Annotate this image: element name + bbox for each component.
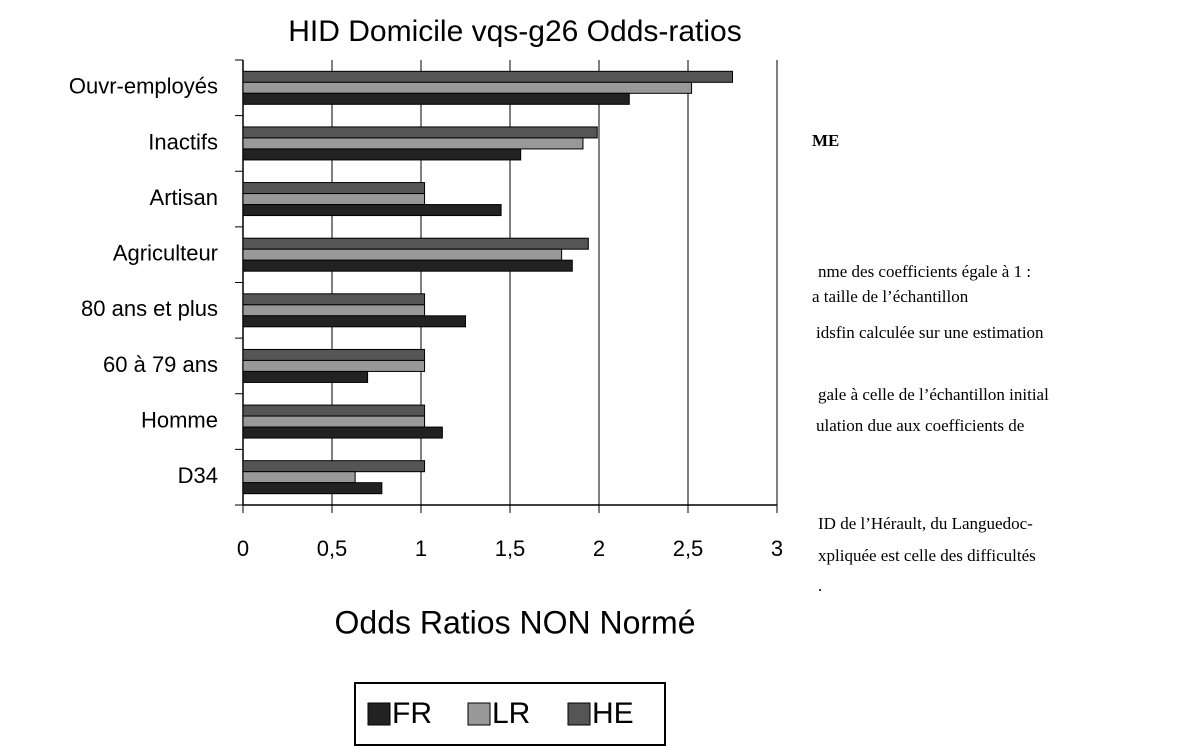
x-tick-label: 0,5 bbox=[317, 536, 348, 561]
x-tick-label: 2 bbox=[593, 536, 605, 561]
bar bbox=[242, 259, 573, 272]
legend-swatch bbox=[467, 702, 491, 726]
document-text: a taille de l’échantillon bbox=[812, 287, 969, 306]
bar bbox=[242, 148, 522, 161]
y-tick-label: Inactifs bbox=[148, 129, 218, 154]
y-tick-label: Homme bbox=[141, 407, 218, 432]
x-axis-label: Odds Ratios NON Normé bbox=[335, 604, 696, 640]
y-tick-label: 80 ans et plus bbox=[81, 296, 218, 321]
x-tick-label: 1 bbox=[415, 536, 427, 561]
bar bbox=[242, 348, 426, 361]
document-text: ulation due aux coefficients de bbox=[816, 416, 1024, 435]
bar bbox=[242, 482, 383, 495]
bar bbox=[242, 248, 563, 261]
document-text: ME bbox=[812, 131, 839, 150]
bar bbox=[242, 137, 584, 150]
chart-title: HID Domicile vqs-g26 Odds-ratios bbox=[288, 15, 741, 48]
bar bbox=[242, 81, 693, 94]
bar bbox=[242, 204, 502, 217]
bar bbox=[242, 293, 426, 306]
bar bbox=[242, 182, 426, 195]
y-tick-label: D34 bbox=[178, 463, 218, 488]
legend-swatch bbox=[367, 702, 391, 726]
document-text: gale à celle de l’échantillon initial bbox=[818, 385, 1049, 404]
x-tick-label: 0 bbox=[237, 536, 249, 561]
legend-swatch bbox=[567, 702, 591, 726]
bar bbox=[242, 126, 598, 139]
bar bbox=[242, 304, 426, 317]
bar bbox=[242, 359, 426, 372]
document-text: ID de l’Hérault, du Languedoc- bbox=[818, 514, 1033, 533]
x-tick-label: 2,5 bbox=[673, 536, 704, 561]
bar bbox=[242, 193, 426, 206]
y-tick-label: Ouvr-employés bbox=[69, 74, 218, 99]
bar bbox=[242, 70, 733, 83]
y-tick-label: 60 à 79 ans bbox=[103, 352, 218, 377]
bar bbox=[242, 237, 589, 250]
y-tick-label: Artisan bbox=[150, 185, 218, 210]
bar bbox=[242, 460, 426, 473]
bar bbox=[242, 471, 356, 484]
document-text: . bbox=[818, 576, 822, 595]
document-text: nme des coefficients égale à 1 : bbox=[818, 262, 1031, 281]
bar bbox=[242, 415, 426, 428]
document-text: idsfin calculée sur une estimation bbox=[816, 323, 1044, 342]
bar bbox=[242, 315, 466, 328]
legend-label: HE bbox=[592, 697, 634, 730]
bar bbox=[242, 370, 369, 383]
bar bbox=[242, 426, 443, 439]
x-tick-label: 3 bbox=[771, 536, 783, 561]
legend-box bbox=[354, 682, 666, 746]
bar bbox=[242, 92, 630, 105]
x-tick-label: 1,5 bbox=[495, 536, 526, 561]
document-text: xpliquée est celle des difficultés bbox=[818, 546, 1036, 565]
legend-label: LR bbox=[492, 697, 530, 730]
legend-label: FR bbox=[392, 697, 432, 730]
y-tick-label: Agriculteur bbox=[113, 241, 218, 266]
bar bbox=[242, 404, 426, 417]
